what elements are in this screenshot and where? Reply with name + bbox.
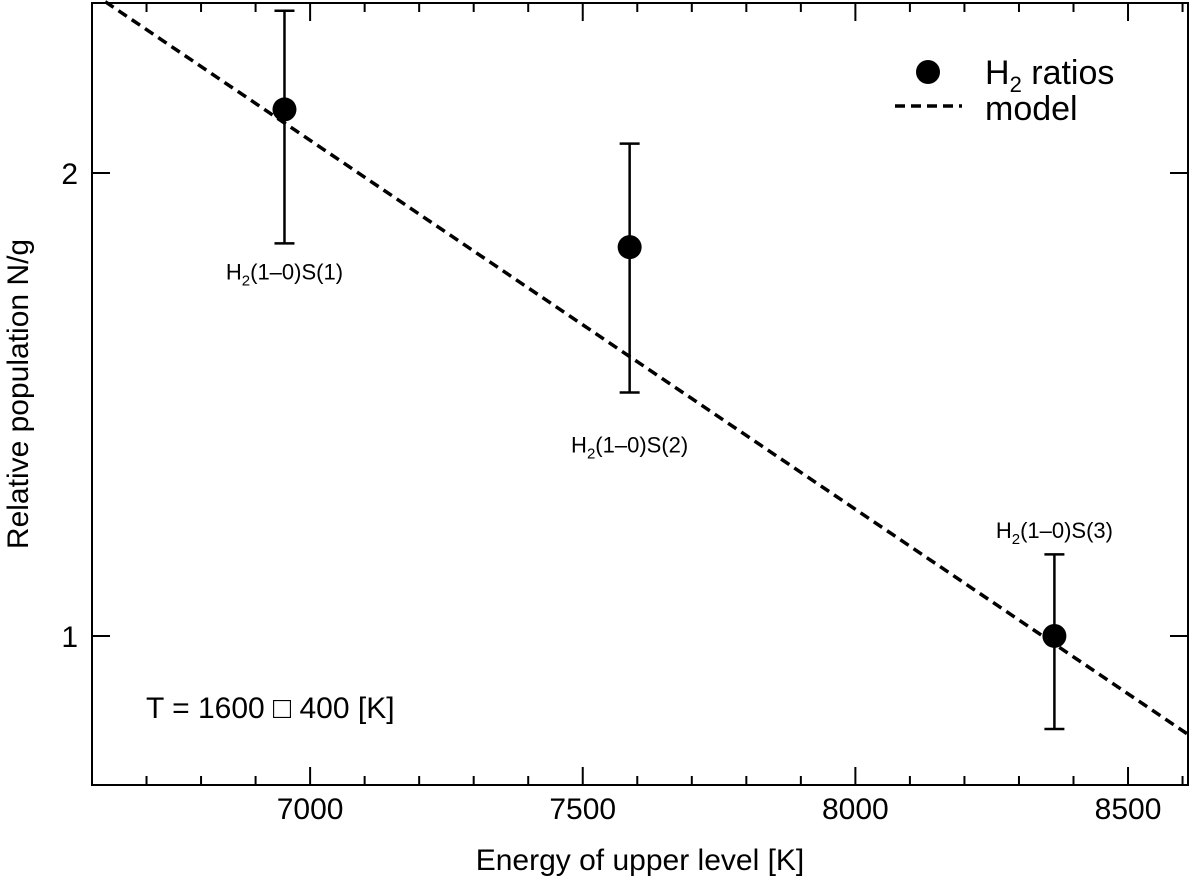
x-tick-labels: 7000 7500 8000 8500 — [277, 793, 1162, 826]
x-tick-label: 7000 — [277, 793, 344, 826]
y-tick-label: 1 — [61, 621, 78, 654]
legend-marker-circle — [916, 60, 940, 84]
point-label: H2(1–0)S(2) — [571, 432, 688, 462]
y-axis-title: Relative population N/g — [2, 239, 35, 549]
x-tick-label: 8500 — [1095, 793, 1162, 826]
point-label: H2(1–0)S(3) — [996, 518, 1113, 548]
data-point — [1042, 623, 1067, 648]
y-tick-label: 2 — [61, 158, 78, 191]
x-tick-label: 7500 — [549, 793, 616, 826]
data-point — [617, 235, 642, 260]
x-axis-title: Energy of upper level [K] — [476, 844, 805, 877]
model-dashed-line — [99, 0, 1189, 736]
legend-label: model — [985, 90, 1078, 128]
model-line — [99, 0, 1189, 736]
y-tick-labels: 12 — [61, 158, 78, 654]
data-point — [272, 97, 297, 122]
x-tick-label: 8000 — [822, 793, 889, 826]
data-points: H2(1–0)S(1) H2(1–0)S(2) H2(1–0)S(3) — [226, 9, 1113, 731]
temperature-annotation: T = 1600 □ 400 [K] — [146, 692, 395, 725]
legend-label: H2 ratios — [985, 54, 1114, 97]
axis-ticks — [91, 3, 1188, 785]
plot-frame — [91, 2, 1189, 786]
point-label: H2(1–0)S(1) — [226, 259, 343, 289]
